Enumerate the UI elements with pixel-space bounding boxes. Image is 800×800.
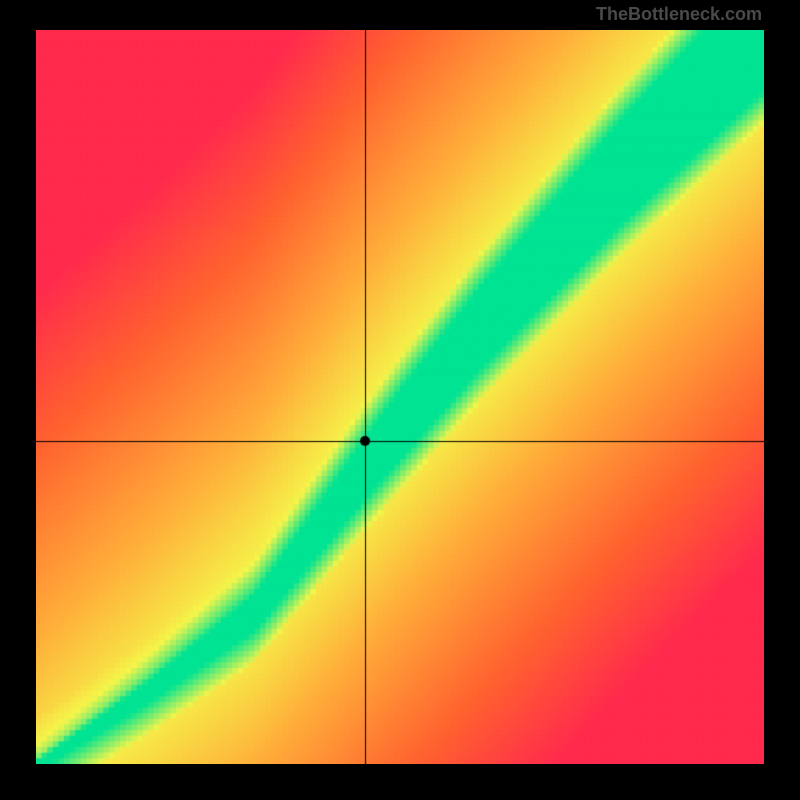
bottleneck-heatmap	[36, 30, 764, 764]
chart-container: TheBottleneck.com	[0, 0, 800, 800]
attribution-text: TheBottleneck.com	[596, 4, 762, 25]
